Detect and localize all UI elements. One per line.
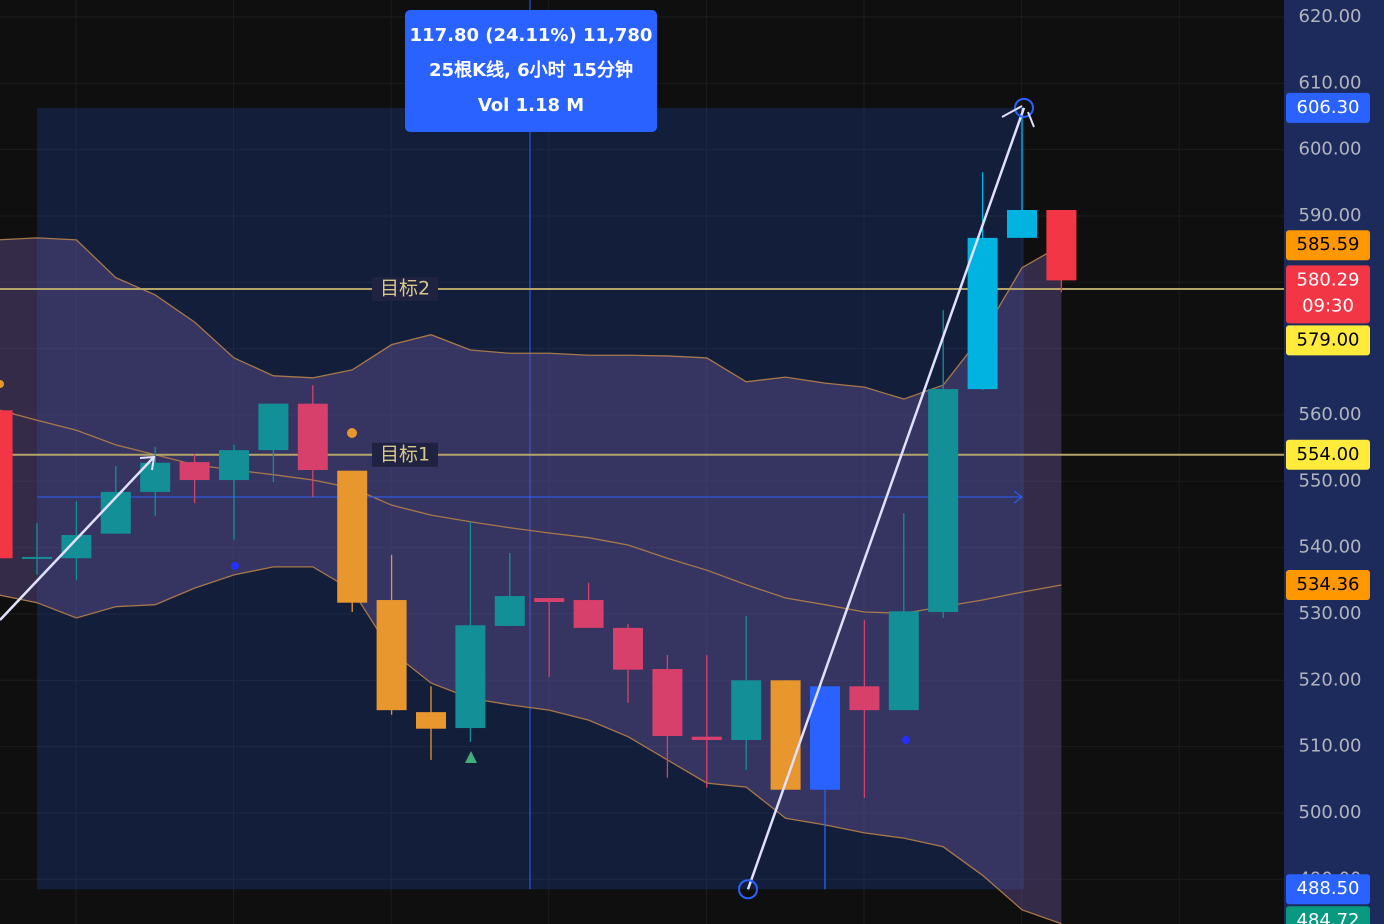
candle-body: [731, 680, 762, 740]
candle-body: [691, 736, 722, 740]
candle-body: [534, 598, 565, 603]
candle-body: [613, 627, 643, 670]
arrow-head: [139, 455, 156, 471]
candle-body: [0, 410, 13, 559]
arrow-head: [1001, 105, 1035, 128]
price-badge-label: 554.00: [1297, 444, 1360, 465]
marker: [231, 562, 239, 570]
tooltip-text: 25根K线, 6小时 15分钟: [429, 59, 633, 81]
y-tick-label: 500.00: [1299, 802, 1362, 823]
candle-body: [61, 535, 92, 559]
y-tick-label: 600.00: [1299, 139, 1362, 160]
candle-body: [849, 686, 880, 711]
anchor: [1014, 97, 1034, 118]
trend-line: [746, 107, 1026, 890]
candle-body: [1007, 210, 1037, 238]
price-badge-label: 484.72: [1297, 910, 1360, 924]
y-tick-label: 620.00: [1299, 6, 1362, 27]
candle-body: [888, 611, 919, 711]
marker: [0, 380, 4, 388]
band-line: [0, 409, 1062, 614]
y-tick-label: 550.00: [1299, 470, 1362, 491]
price-badge: [1286, 230, 1370, 261]
candle-body: [337, 470, 368, 603]
trend-line: [0, 456, 155, 621]
marker: [465, 751, 477, 763]
candle-body: [416, 712, 446, 729]
y-tick-label: 540.00: [1299, 537, 1362, 558]
price-badge-label: 534.36: [1297, 574, 1360, 595]
y-tick-label: 520.00: [1299, 669, 1362, 690]
price-badge-sub: 09:30: [1302, 295, 1354, 316]
axis-labels: 620.00610.00600.00590.00580.00570.00560.…: [1286, 6, 1370, 924]
marker: [902, 736, 910, 744]
price-badge-label: 579.00: [1297, 329, 1360, 350]
candle-body: [928, 389, 959, 612]
candle-body: [297, 403, 328, 471]
price-badge-label: 585.59: [1297, 234, 1360, 255]
plot: 目标2 目标1 117.80 (24.11%) 11,780 25根K线, 6小时 1…: [0, 0, 1284, 924]
marker: [347, 428, 357, 438]
candle-body: [652, 669, 683, 737]
price-badge: [1286, 874, 1370, 905]
candle-body: [494, 596, 525, 626]
price-badge: [1286, 906, 1370, 924]
level-label-bg: [372, 276, 438, 301]
price-badge: [1286, 325, 1370, 356]
candle-body: [810, 686, 840, 790]
candle-body: [573, 600, 604, 628]
band-line: [0, 566, 1062, 924]
y-tick-label: 560.00: [1299, 404, 1362, 425]
candle-body: [967, 237, 998, 390]
tooltip-text: 117.80 (24.11%) 11,780: [410, 25, 653, 46]
y-tick-label: 610.00: [1299, 72, 1362, 93]
price-badge-label: 606.30: [1297, 97, 1360, 118]
candle-body: [22, 556, 52, 559]
anchor: [738, 879, 758, 900]
candle-body: [258, 403, 289, 451]
price-badge: [1286, 570, 1370, 601]
price-badge-label: 488.50: [1297, 878, 1360, 899]
level-label: 目标2: [380, 277, 430, 299]
band-line: [0, 237, 1062, 400]
candle-body: [376, 600, 407, 711]
tooltip-text: Vol 1.18 M: [478, 95, 584, 116]
level-label-bg: [372, 442, 438, 467]
candle-body: [179, 462, 210, 480]
candle-body: [770, 680, 801, 790]
y-tick-label: 530.00: [1299, 603, 1362, 624]
price-badge: [1286, 265, 1370, 324]
tooltip: [405, 10, 657, 132]
price-badge-label: 580.29: [1297, 269, 1360, 290]
candle-body: [1046, 210, 1077, 281]
y-tick-label: 590.00: [1299, 205, 1362, 226]
candle-body: [455, 625, 486, 729]
price-badge: [1286, 92, 1370, 123]
level-label: 目标1: [380, 443, 430, 465]
ray-head: [1013, 490, 1023, 504]
price-badge: [1286, 439, 1370, 470]
candle-body: [219, 450, 249, 480]
y-tick-label: 510.00: [1299, 736, 1362, 757]
